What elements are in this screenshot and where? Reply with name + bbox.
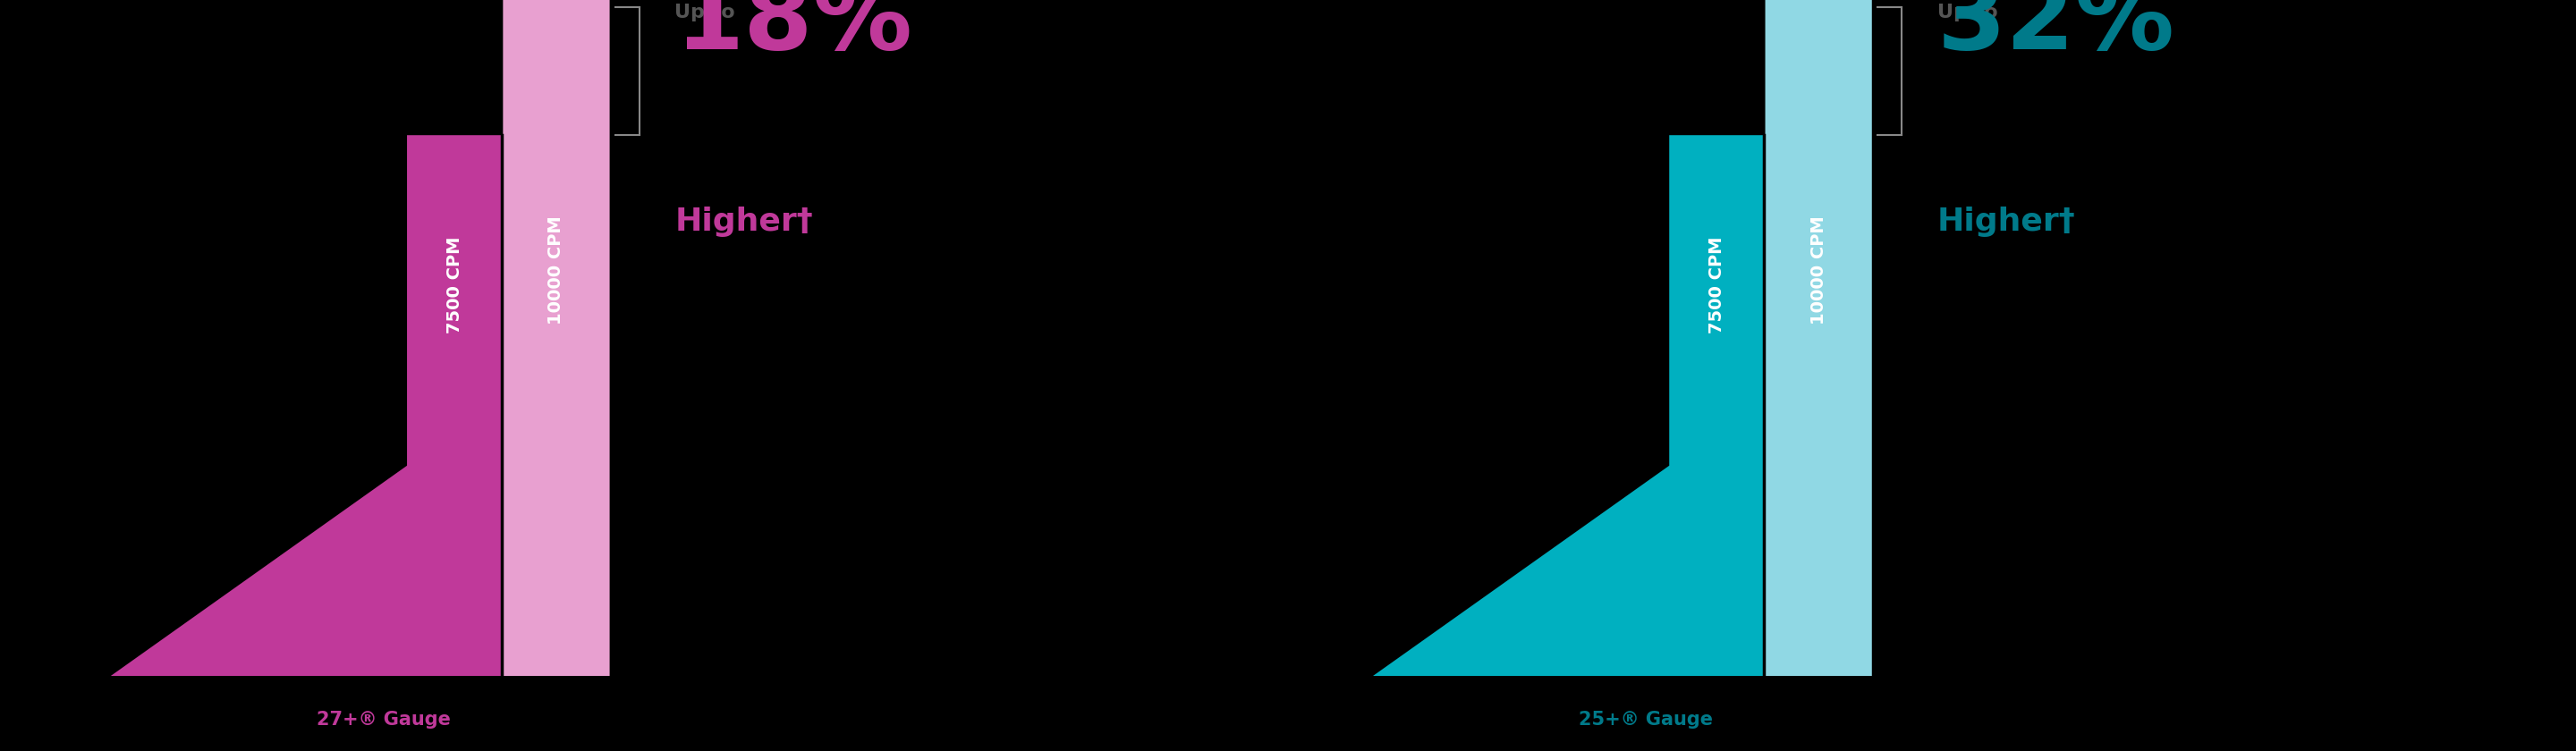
Text: 7500 CPM: 7500 CPM <box>1708 237 1726 334</box>
Text: 10000 CPM: 10000 CPM <box>1811 216 1826 324</box>
Text: Higher†: Higher† <box>675 207 814 237</box>
Text: 27+® Gauge: 27+® Gauge <box>317 710 451 728</box>
Text: 7500 CPM: 7500 CPM <box>446 237 464 334</box>
Polygon shape <box>479 0 611 676</box>
Text: Higher†: Higher† <box>1937 207 2076 237</box>
Text: 10000 CPM: 10000 CPM <box>549 216 564 324</box>
Polygon shape <box>1741 0 1873 676</box>
Text: 25+® Gauge: 25+® Gauge <box>1579 710 1713 728</box>
Text: 32%: 32% <box>1937 0 2174 69</box>
Text: 18%: 18% <box>675 0 912 69</box>
Text: Up to: Up to <box>675 4 734 22</box>
Polygon shape <box>1373 135 1765 676</box>
Text: Up to: Up to <box>1937 4 1996 22</box>
Polygon shape <box>111 135 502 676</box>
